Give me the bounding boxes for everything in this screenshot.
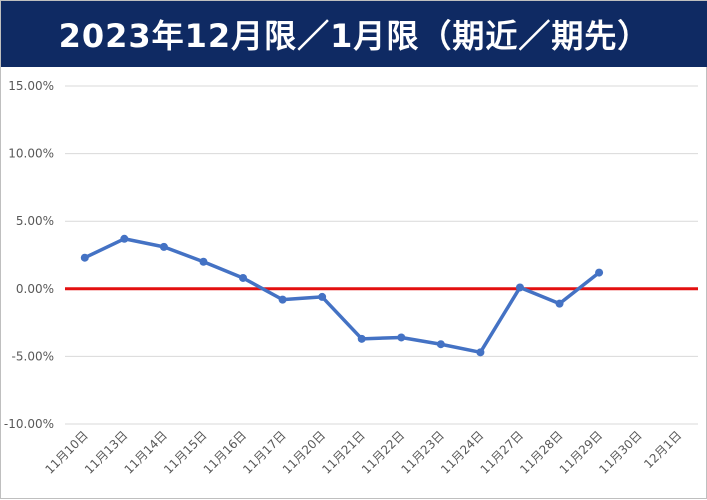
- y-tick-label: 5.00%: [16, 214, 54, 228]
- data-point: [80, 253, 89, 262]
- y-tick-label: 0.00%: [16, 282, 54, 296]
- data-point: [199, 257, 208, 266]
- gridlines: [65, 85, 698, 425]
- series-line: [84, 237, 601, 355]
- line-chart: -10.00% -5.00% 0.00% 5.00% 10.00% 15.00% 11月1…: [4, 79, 698, 477]
- y-tick-label: 15.00%: [8, 79, 54, 93]
- x-tick-label: 12月1日: [641, 428, 684, 471]
- data-point: [476, 348, 485, 357]
- data-point: [515, 283, 524, 292]
- x-tick-label: 11月30日: [596, 428, 644, 476]
- data-point: [436, 340, 445, 349]
- data-point: [120, 234, 129, 243]
- data-point: [159, 242, 168, 251]
- y-axis-tick-labels: -10.00% -5.00% 0.00% 5.00% 10.00% 15.00%: [4, 79, 54, 431]
- data-point: [555, 299, 564, 308]
- data-point: [278, 295, 287, 304]
- title-banner: 2023年12月限／1月限（期近／期先）: [1, 1, 707, 67]
- data-point: [318, 292, 327, 301]
- series-group: [80, 234, 604, 357]
- x-axis-tick-labels: 11月10日11月13日11月14日11月15日11月16日11月17日11月2…: [42, 428, 684, 476]
- chart-title: 2023年12月限／1月限（期近／期先）: [58, 17, 651, 55]
- data-point: [239, 273, 248, 282]
- y-tick-label: -10.00%: [4, 417, 54, 431]
- data-point: [595, 268, 604, 277]
- y-tick-label: -5.00%: [12, 349, 54, 363]
- data-point: [357, 334, 366, 343]
- data-point: [397, 333, 406, 342]
- y-tick-label: 10.00%: [8, 147, 54, 161]
